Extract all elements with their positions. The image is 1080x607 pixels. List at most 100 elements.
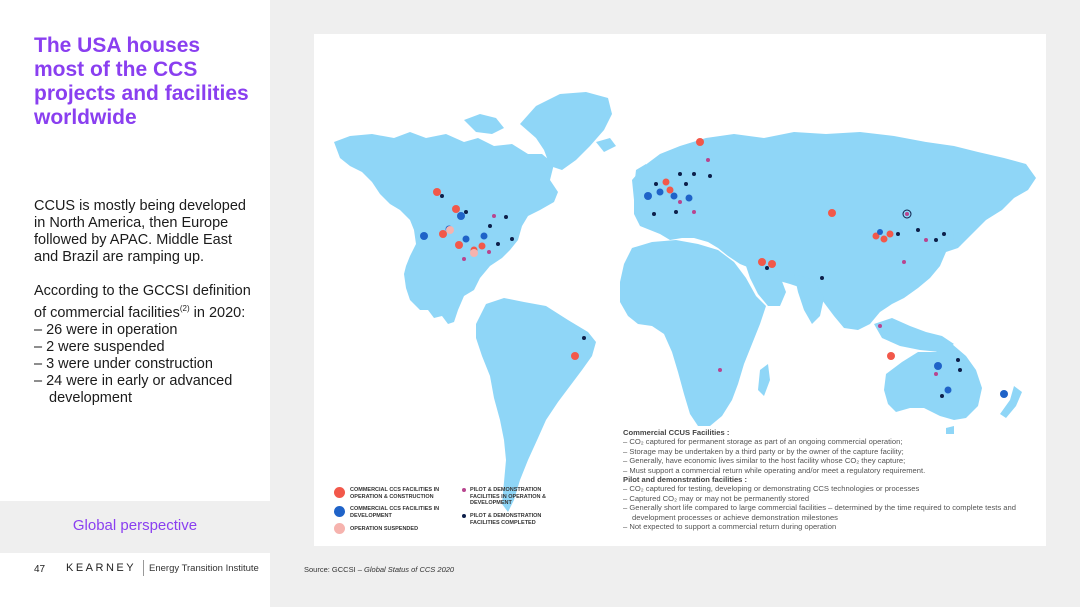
marker-commercial-operation — [887, 352, 895, 360]
section-label: Global perspective — [72, 517, 198, 534]
marker-pilot-completed — [940, 394, 944, 398]
marker-pilot-completed — [896, 232, 900, 236]
marker-commercial-operation — [696, 138, 704, 146]
legend-dot-pilot-completed — [462, 514, 466, 518]
marker-commercial-development — [656, 188, 664, 196]
iceland — [596, 138, 616, 152]
marker-pilot-completed — [510, 237, 514, 241]
marker-commercial-operation — [828, 209, 836, 217]
marker-pilot-operation — [934, 372, 938, 376]
marker-pilot-completed — [652, 212, 656, 216]
marker-pilot-completed — [684, 182, 688, 186]
africa — [620, 240, 766, 426]
japan — [952, 204, 974, 248]
marker-pilot-completed — [582, 336, 586, 340]
marker-commercial-operation — [662, 178, 670, 186]
marker-pilot-completed — [464, 210, 468, 214]
marker-pilot-completed — [708, 174, 712, 178]
marker-commercial-development — [877, 229, 883, 235]
definition-item: – Not expected to support a commercial r… — [623, 522, 837, 532]
brand-logo: KEARNEY — [66, 562, 137, 574]
marker-pilot-operation — [678, 200, 682, 204]
pilot-heading: Pilot and demonstration facilities : — [623, 475, 748, 485]
marker-pilot-operation — [706, 158, 710, 162]
marker-commercial-development — [462, 235, 470, 243]
list-item: – 26 were in operation — [34, 321, 178, 338]
commercial-heading: Commercial CCUS Facilities : — [623, 428, 730, 437]
definition-item: – Generally, have economic lives similar… — [623, 456, 906, 466]
australia — [884, 344, 982, 420]
marker-commercial-operation — [666, 186, 674, 194]
facility-definitions: Commercial CCUS Facilities : – CO₂ captu… — [623, 428, 1033, 531]
marker-pilot-operation — [905, 212, 909, 216]
marker-pilot-completed — [674, 210, 678, 214]
marker-commercial-development — [670, 192, 678, 200]
marker-commercial-development — [944, 386, 952, 394]
legend-operation-suspended: OPERATION SUSPENDED — [350, 526, 419, 532]
marker-commercial-development — [457, 212, 465, 220]
tasmania — [946, 426, 954, 434]
marker-pilot-completed — [504, 215, 508, 219]
footer-divider — [143, 560, 144, 576]
intro-paragraph: CCUS is mostly being developed in North … — [34, 198, 246, 265]
marker-commercial-operation — [768, 260, 776, 268]
marker-operation-suspended — [470, 249, 478, 257]
marker-pilot-completed — [678, 172, 682, 176]
marker-commercial-operation — [571, 352, 579, 360]
marker-pilot-operation — [902, 260, 906, 264]
institute-name: Energy Transition Institute — [149, 563, 259, 574]
source-note: Source: GCCSI – Global Status of CCS 202… — [304, 565, 455, 574]
marker-pilot-completed — [942, 232, 946, 236]
marker-commercial-operation — [452, 205, 460, 213]
marker-commercial-operation — [478, 242, 486, 250]
marker-commercial-development — [480, 232, 488, 240]
marker-pilot-completed — [958, 368, 962, 372]
definition-item: – Captured CO₂ may or may not be permane… — [623, 493, 810, 503]
marker-pilot-operation — [718, 368, 722, 372]
list-item: – 3 were under construction — [34, 355, 213, 372]
marker-pilot-completed — [654, 182, 658, 186]
section-band — [0, 501, 270, 553]
marker-pilot-operation — [878, 324, 882, 328]
arabia-india — [744, 260, 824, 324]
europe-asia — [632, 132, 1036, 330]
canadian-islands — [464, 114, 504, 134]
legend-pilot-operation: PILOT & DEMONSTRATION FACILITIES IN OPER… — [470, 487, 546, 506]
marker-pilot-completed — [692, 172, 696, 176]
southeast-asia — [874, 318, 954, 352]
marker-pilot-operation — [487, 250, 491, 254]
facility-markers — [420, 138, 1008, 398]
list-item: – 2 were suspended — [34, 338, 165, 355]
legend-dot-pilot-operation — [462, 488, 466, 492]
left-panel: The USA houses most of the CCS projects … — [0, 0, 270, 607]
definition-item: – CO₂ captured for permanent storage as … — [623, 437, 903, 447]
marker-pilot-completed — [820, 276, 824, 280]
marker-pilot-completed — [765, 266, 769, 270]
legend-dot-commercial-development — [334, 506, 345, 517]
marker-pilot-operation — [462, 257, 466, 261]
marker-pilot-completed — [902, 209, 912, 219]
marker-commercial-operation — [439, 230, 447, 238]
definition-paragraph: According to the GCCSI definition of com… — [34, 283, 251, 321]
definition-item: – Generally short life compared to large… — [623, 503, 1016, 522]
definition-item: – Must support a commercial return while… — [623, 465, 926, 475]
marker-pilot-completed — [934, 238, 938, 242]
legend-commercial-development: COMMERCIAL CCS FACILITIES IN DEVELOPMENT — [350, 506, 440, 519]
marker-pilot-completed — [956, 358, 960, 362]
definition-item: – Storage may be undertaken by a third p… — [623, 446, 904, 456]
marker-commercial-development — [644, 192, 652, 200]
marker-commercial-operation — [455, 241, 463, 249]
marker-commercial-operation — [433, 188, 441, 196]
south-america — [476, 298, 596, 512]
status-list: – 26 were in operation – 2 were suspende… — [34, 322, 259, 407]
legend-pilot-completed: PILOT & DEMONSTRATION FACILITIES COMPLET… — [470, 513, 542, 526]
marker-commercial-development — [420, 232, 428, 240]
marker-commercial-development — [934, 362, 942, 370]
world-map — [334, 92, 1036, 512]
page-number: 47 — [34, 564, 46, 575]
page-title: The USA houses most of the CCS projects … — [34, 34, 249, 129]
marker-commercial-operation — [886, 230, 894, 238]
marker-commercial-operation — [872, 232, 880, 240]
marker-pilot-operation — [924, 238, 928, 242]
definition-item: – CO₂ captured for testing, developing o… — [623, 484, 920, 494]
